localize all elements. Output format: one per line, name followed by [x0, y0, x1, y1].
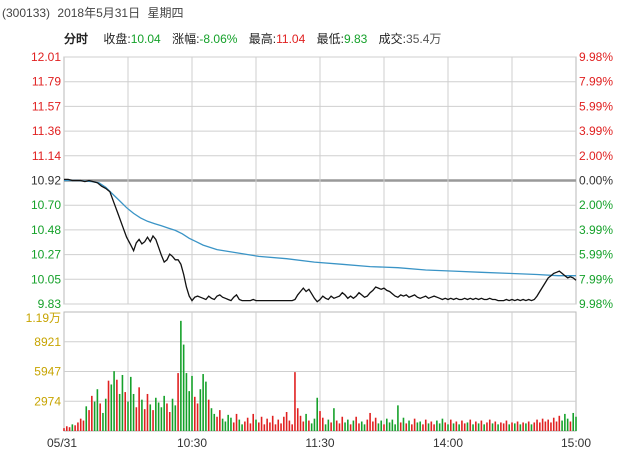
average-price-path [64, 179, 576, 277]
price-tick-label: 10.92 [31, 174, 61, 188]
percent-tick-label: 5.99% [579, 99, 613, 113]
change-label: 涨幅: [172, 32, 200, 46]
volume-bars [63, 320, 577, 431]
chart-date: 2018年5月31日 [57, 6, 141, 20]
price-tick-label: 10.70 [31, 198, 61, 212]
volume-tick-label: 8921 [34, 335, 61, 349]
window-title: (300133) 2018年5月31日 星期四 [0, 0, 644, 26]
price-tick-label: 10.48 [31, 223, 61, 237]
high-value: 11.04 [276, 32, 306, 46]
price-axis-left: 12.01 11.79 11.57 11.36 11.14 10.92 10.70 10.48… [31, 50, 61, 311]
close-label: 收盘: [103, 32, 131, 46]
time-tick-label: 15:00 [561, 436, 591, 450]
percent-tick-label: 7.99% [579, 75, 613, 89]
volume-tick-label: 2974 [34, 394, 61, 408]
price-path [64, 178, 577, 303]
time-tick-label: 14:00 [433, 436, 463, 450]
volume-tick-label: 5947 [34, 365, 61, 379]
stock-code: (300133) [2, 6, 51, 20]
percent-tick-label: 0.00% [579, 174, 613, 188]
percent-tick-label: 7.99% [579, 272, 613, 286]
time-tick-label: 10:30 [177, 436, 207, 450]
percent-tick-label: 5.99% [579, 248, 613, 262]
price-tick-label: 11.79 [32, 75, 61, 89]
volume-axis: 1.19万 8921 5947 2974 [26, 311, 62, 408]
price-tick-label: 12.01 [31, 50, 61, 64]
quote-info-bar: 分时 收盘:10.04 涨幅:-8.06% 最高:11.04 最低:9.83 成… [64, 30, 584, 48]
price-tick-label: 10.27 [31, 248, 61, 262]
percent-tick-label: 3.99% [579, 223, 613, 237]
average-price-line [64, 179, 576, 277]
chart-weekday: 星期四 [147, 6, 184, 20]
price-tick-label: 9.83 [38, 297, 62, 311]
price-tick-label: 11.14 [32, 149, 61, 163]
percent-axis-right: 9.98% 7.99% 5.99% 3.99% 2.00% 0.00% 2.00% 3.99%… [579, 50, 613, 311]
high-label: 最高: [248, 32, 277, 46]
volume-value: 35.4万 [406, 32, 442, 46]
low-value: 9.83 [343, 32, 368, 46]
price-tick-label: 11.57 [32, 99, 61, 113]
percent-tick-label: 9.98% [579, 50, 613, 64]
percent-tick-label: 9.98% [579, 297, 613, 311]
time-axis: 05/31 10:30 11:30 14:00 15:00 [47, 436, 591, 450]
price-tick-label: 10.05 [31, 272, 61, 286]
time-tick-label: 11:30 [305, 436, 334, 450]
volume-label: 成交: [378, 32, 407, 46]
low-label: 最低: [316, 32, 344, 46]
chart-grid [63, 56, 577, 432]
price-tick-label: 11.36 [32, 124, 61, 138]
volume-tick-label: 1.19万 [26, 311, 61, 325]
percent-tick-label: 2.00% [579, 149, 613, 163]
time-tick-label: 05/31 [47, 436, 77, 450]
percent-tick-label: 2.00% [579, 198, 613, 212]
close-value: 10.04 [130, 32, 161, 46]
mode-label[interactable]: 分时 [64, 32, 89, 46]
price-line [64, 178, 577, 303]
percent-tick-label: 3.99% [579, 124, 613, 138]
change-value: -8.06% [199, 32, 238, 46]
